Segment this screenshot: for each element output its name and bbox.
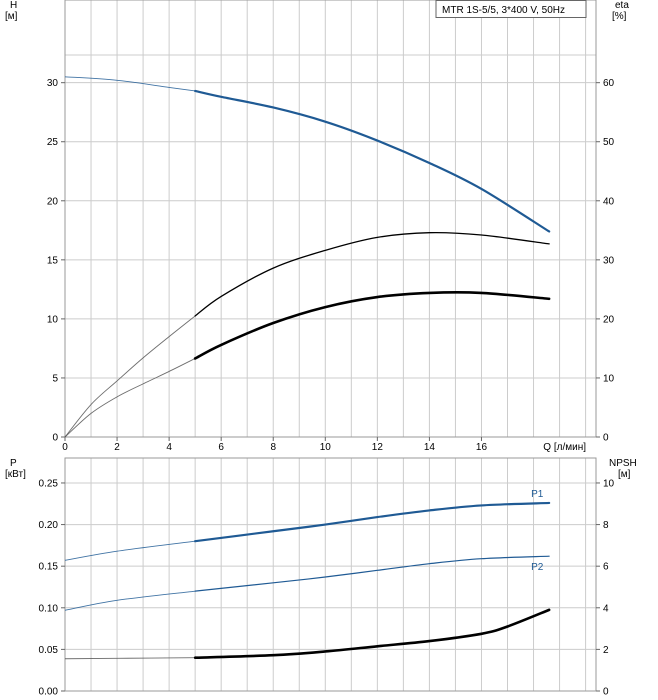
y-tick-label-left: 0.20 <box>39 520 59 531</box>
plot-frame <box>64 0 597 438</box>
series-label: P2 <box>531 562 544 573</box>
y-tick-label-right: 30 <box>603 255 615 266</box>
curve-operating-segment <box>194 555 550 592</box>
y-tick-label-right: 10 <box>603 373 615 384</box>
y-tick-label-right: 0 <box>603 687 609 698</box>
x-tick-label: 12 <box>372 442 384 453</box>
power-npsh-chart: 0.00 0.05 0.10 0.15 0.20 0.25 0 2 4 6 8 10 P[кВт] NPS… <box>5 457 637 698</box>
series-label: P1 <box>531 489 544 500</box>
curve-extrapolated-segment <box>64 315 196 438</box>
y-axis-unit-right: [м] <box>618 469 631 480</box>
y-tick-label-right: 60 <box>603 78 615 89</box>
y-tick-label-right: 20 <box>603 314 615 325</box>
y-tick-label-left: 10 <box>47 314 59 325</box>
y-tick-label-left: 20 <box>47 196 59 207</box>
y-tick-label-right: 40 <box>603 196 615 207</box>
curve-extrapolated-segment <box>64 76 196 92</box>
y-tick-label-left: 5 <box>52 373 58 384</box>
y-axis-unit-left: [м] <box>5 11 18 22</box>
y-tick-label-right: 50 <box>603 137 615 148</box>
y-tick-label-left: 0 <box>52 433 58 444</box>
x-tick-label: 8 <box>270 442 276 453</box>
curve-extrapolated-segment <box>64 540 196 561</box>
curve-operating-segment <box>194 89 551 233</box>
y-tick-label-left: 30 <box>47 78 59 89</box>
curve-operating-segment <box>194 231 550 317</box>
y-tick-label-left: 0.00 <box>39 687 59 698</box>
y-tick-label-right: 10 <box>603 478 615 489</box>
y-tick-label-left: 0.10 <box>39 603 59 614</box>
curve-operating-segment <box>193 290 551 360</box>
y-axis-title-right: eta <box>615 0 629 11</box>
y-tick-label-left: 25 <box>47 137 59 148</box>
y-axis-unit-left: [кВт] <box>5 469 26 480</box>
x-tick-label: 16 <box>476 442 488 453</box>
curve-operating-segment <box>194 501 551 543</box>
curve-extrapolated-segment <box>64 590 196 611</box>
y-axis-title-right: NPSH <box>609 458 637 469</box>
curve-extrapolated-segment <box>64 657 196 660</box>
y-tick-label-left: 0.15 <box>39 562 59 573</box>
x-tick-label: 2 <box>114 442 120 453</box>
y-tick-label-right: 2 <box>603 645 609 656</box>
y-tick-label-right: 6 <box>603 562 609 573</box>
y-tick-label-right: 8 <box>603 520 609 531</box>
y-axis-title-left: H <box>10 0 17 11</box>
y-axis-unit-right: [%] <box>612 11 627 22</box>
x-tick-label: 10 <box>320 442 332 453</box>
curve-extrapolated-segment <box>64 358 196 438</box>
y-tick-label-right: 0 <box>603 433 609 444</box>
y-tick-label-right: 4 <box>603 603 609 614</box>
x-axis-title: Q [л/мин] <box>543 442 586 453</box>
y-tick-label-left: 0.05 <box>39 645 59 656</box>
y-axis-title-left: P <box>10 458 17 469</box>
x-tick-label: 14 <box>424 442 436 453</box>
x-tick-label: 0 <box>62 442 68 453</box>
y-tick-label-left: 15 <box>47 255 59 266</box>
title-box <box>435 0 587 18</box>
y-tick-label-left: 0.25 <box>39 478 59 489</box>
x-tick-label: 4 <box>166 442 172 453</box>
curve-operating-segment <box>193 608 551 660</box>
plot-frame <box>64 457 597 692</box>
head-efficiency-chart: 0 5 10 15 20 25 30 0 10 20 30 40 50 60 H[м] eta[%] 0 2 4 6 8… <box>5 0 629 453</box>
chart-title: MTR 1S-5/5, 3*400 V, 50Hz <box>442 5 565 16</box>
x-tick-label: 6 <box>218 442 224 453</box>
